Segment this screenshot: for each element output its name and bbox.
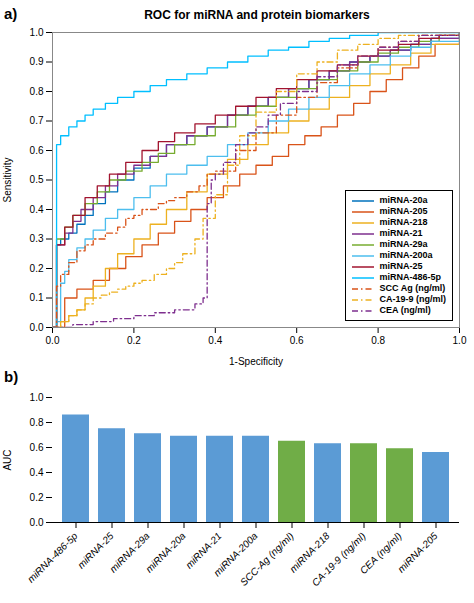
html-text:CA-19-9 (ng/ml): CA-19-9 (ng/ml) bbox=[379, 294, 446, 304]
svg-text:0.9: 0.9 bbox=[30, 56, 44, 67]
svg-text:0.2: 0.2 bbox=[127, 335, 141, 346]
svg-text:0.6: 0.6 bbox=[30, 145, 44, 156]
svg-text:1-Specificity: 1-Specificity bbox=[229, 356, 283, 367]
html-text:miRNA-218: miRNA-218 bbox=[379, 217, 428, 227]
svg-text:CA-19-9 (ng/ml): CA-19-9 (ng/ml) bbox=[310, 530, 368, 588]
svg-text:0.8: 0.8 bbox=[30, 86, 44, 97]
html-text:b): b) bbox=[4, 368, 19, 385]
html-text:miRNA-205: miRNA-205 bbox=[379, 206, 428, 216]
svg-text:1.0: 1.0 bbox=[453, 335, 467, 346]
svg-text:0.0: 0.0 bbox=[46, 335, 60, 346]
svg-text:0.2: 0.2 bbox=[30, 263, 44, 274]
html-text:CEA (ng/ml): CEA (ng/ml) bbox=[379, 305, 431, 315]
svg-text:1.0: 1.0 bbox=[30, 392, 44, 403]
svg-text:miRNA-218: miRNA-218 bbox=[287, 530, 332, 575]
svg-text:CEA (ng/ml): CEA (ng/ml) bbox=[357, 530, 404, 577]
svg-text:miRNA-29a: miRNA-29a bbox=[107, 530, 152, 575]
svg-text:0.7: 0.7 bbox=[30, 115, 44, 126]
svg-text:0.8: 0.8 bbox=[30, 417, 44, 428]
svg-text:1.0: 1.0 bbox=[30, 27, 44, 38]
svg-text:miRNA-486-5p: miRNA-486-5p bbox=[25, 530, 80, 585]
svg-text:0.4: 0.4 bbox=[30, 467, 44, 478]
svg-text:miRNA-21: miRNA-21 bbox=[183, 530, 224, 571]
svg-text:miRNA-200a: miRNA-200a bbox=[211, 530, 260, 579]
svg-text:0.0: 0.0 bbox=[30, 322, 44, 333]
html-text:miRNA-25: miRNA-25 bbox=[379, 261, 423, 271]
html-text:miRNA-486-5p: miRNA-486-5p bbox=[379, 272, 441, 282]
svg-text:0.4: 0.4 bbox=[30, 204, 44, 215]
html-text:miRNA-21: miRNA-21 bbox=[379, 228, 423, 238]
svg-text:Sensitivity: Sensitivity bbox=[2, 157, 13, 202]
svg-text:SCC-Ag (ng/ml): SCC-Ag (ng/ml) bbox=[238, 530, 296, 588]
html-text:ROC for miRNA and protein biom: ROC for miRNA and protein biomarkers bbox=[144, 8, 370, 22]
svg-text:0.0: 0.0 bbox=[30, 517, 44, 528]
html-text:a): a) bbox=[4, 5, 18, 22]
svg-text:0.8: 0.8 bbox=[371, 335, 385, 346]
svg-text:AUC: AUC bbox=[2, 449, 13, 470]
svg-text:0.4: 0.4 bbox=[208, 335, 222, 346]
svg-text:0.5: 0.5 bbox=[30, 174, 44, 185]
html-text:SCC Ag (ng/ml): SCC Ag (ng/ml) bbox=[379, 283, 446, 293]
svg-text:0.2: 0.2 bbox=[30, 492, 44, 503]
svg-text:0.6: 0.6 bbox=[290, 335, 304, 346]
html-text:miRNA-200a: miRNA-200a bbox=[379, 250, 433, 260]
svg-text:miRNA-25: miRNA-25 bbox=[75, 530, 116, 571]
svg-text:0.6: 0.6 bbox=[30, 442, 44, 453]
html-text:miRNA-29a: miRNA-29a bbox=[379, 239, 428, 249]
svg-text:0.1: 0.1 bbox=[30, 292, 44, 303]
svg-text:miRNA-20a: miRNA-20a bbox=[143, 530, 188, 575]
svg-text:miRNA-205: miRNA-205 bbox=[395, 530, 440, 575]
html-text:miRNA-20a: miRNA-20a bbox=[379, 195, 428, 205]
svg-text:0.3: 0.3 bbox=[30, 233, 44, 244]
